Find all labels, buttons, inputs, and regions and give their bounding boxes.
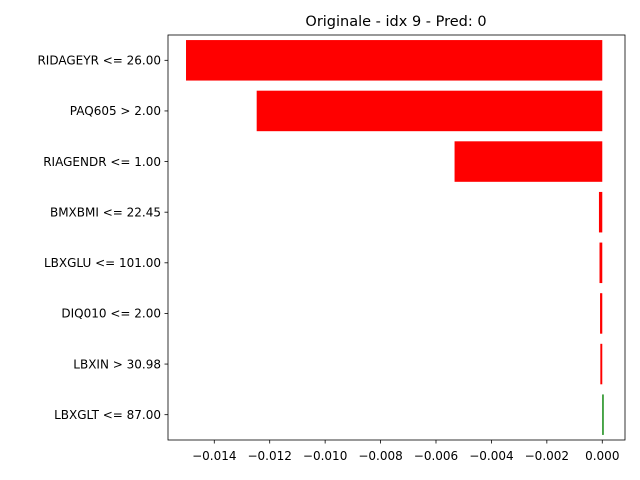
chart-title: Originale - idx 9 - Pred: 0: [305, 14, 486, 30]
bar-5: [599, 242, 603, 284]
y-tick-label: RIAGENDR <= 1.00: [43, 155, 161, 169]
x-tick-label: −0.008: [358, 449, 402, 463]
bar-8: [602, 394, 604, 435]
bar-1: [186, 40, 603, 81]
bar-4: [598, 191, 603, 233]
bar-3: [454, 141, 603, 182]
x-axis-ticks: −0.014 −0.012 −0.010 −0.008 −0.006 −0.004 −0.0…: [192, 440, 619, 463]
y-tick-label: LBXGLU <= 101.00: [44, 256, 161, 270]
y-tick-label: PAQ605 > 2.00: [70, 104, 161, 118]
axes-frame: [167, 34, 626, 441]
bar-7: [600, 343, 603, 385]
x-tick-label: −0.012: [247, 449, 291, 463]
x-tick-label: 0.000: [585, 449, 619, 463]
y-tick-label: LBXGLT <= 87.00: [54, 408, 161, 422]
y-tick-label: RIDAGEYR <= 26.00: [37, 54, 161, 68]
x-tick-label: −0.004: [469, 449, 513, 463]
bar-6: [600, 293, 603, 334]
y-axis-ticks: RIDAGEYR <= 26.00 PAQ605 > 2.00 RIAGENDR <…: [37, 54, 168, 422]
bars-group: [186, 40, 604, 435]
y-tick-label: LBXIN > 30.98: [73, 357, 161, 371]
bar-2: [256, 90, 603, 132]
y-tick-label: DIQ010 <= 2.00: [61, 307, 161, 321]
x-tick-label: −0.010: [303, 449, 347, 463]
x-tick-label: −0.006: [414, 449, 458, 463]
x-tick-label: −0.014: [192, 449, 236, 463]
x-tick-label: −0.002: [525, 449, 569, 463]
y-tick-label: BMXBMI <= 22.45: [50, 205, 161, 219]
